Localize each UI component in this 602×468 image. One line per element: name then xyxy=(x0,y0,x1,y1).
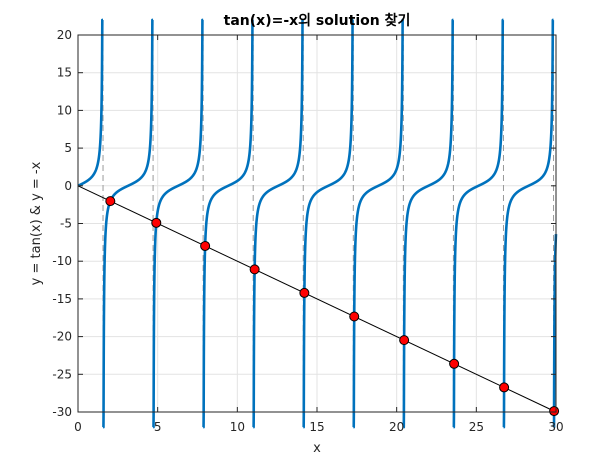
x-tick-label: 20 xyxy=(389,420,404,434)
solution-point xyxy=(105,196,116,207)
x-tick-label: 30 xyxy=(548,420,563,434)
tan-curve-branch xyxy=(252,18,305,429)
y-tick-label: -30 xyxy=(52,405,72,419)
y-tick-label: 10 xyxy=(57,103,72,117)
solution-point xyxy=(349,311,360,322)
y-tick-label: 20 xyxy=(57,28,72,42)
solution-point xyxy=(151,217,162,228)
x-tick-label: 5 xyxy=(154,420,162,434)
y-axis-label: y = tan(x) & y = -x xyxy=(29,161,44,285)
x-tick-label: 15 xyxy=(309,420,324,434)
y-tick-label: -10 xyxy=(52,254,72,268)
x-axis-label: x xyxy=(313,441,321,456)
tan-curve-branch xyxy=(76,18,105,188)
tan-curve-branch xyxy=(402,18,455,429)
y-tick-label: -15 xyxy=(52,292,72,306)
solution-point xyxy=(499,382,510,393)
solution-point xyxy=(249,264,260,275)
solution-point xyxy=(449,358,460,369)
series-lines xyxy=(76,18,558,429)
solution-point xyxy=(399,335,410,346)
solution-markers xyxy=(105,196,560,417)
tan-curve-branch xyxy=(502,18,555,429)
y-tick-label: -25 xyxy=(52,367,72,381)
solution-point xyxy=(299,287,310,298)
tan-curve-branch xyxy=(201,18,255,429)
chart-title: tan(x)=-x의 solution 찾기 xyxy=(224,12,411,29)
y-tick-label: 5 xyxy=(64,141,72,155)
y-tick-label: 0 xyxy=(64,179,72,193)
axis-ticks: 0 5 10 15 20 25 30 20 15 10 5 0 -5 -10 -15 -20 -25 -30 xyxy=(52,28,563,434)
x-tick-label: 10 xyxy=(230,420,245,434)
tan-curve-branch xyxy=(151,18,205,429)
tan-curve-branch xyxy=(352,18,405,429)
x-tick-label: 0 xyxy=(74,420,82,434)
y-tick-label: -20 xyxy=(52,330,72,344)
solution-point xyxy=(549,406,560,417)
tan-curve-branch xyxy=(452,18,505,429)
y-tick-label: -5 xyxy=(60,217,72,231)
tan-curve-branch xyxy=(302,18,355,429)
y-tick-label: 15 xyxy=(57,66,72,80)
x-tick-label: 25 xyxy=(469,420,484,434)
solution-point xyxy=(200,240,211,251)
